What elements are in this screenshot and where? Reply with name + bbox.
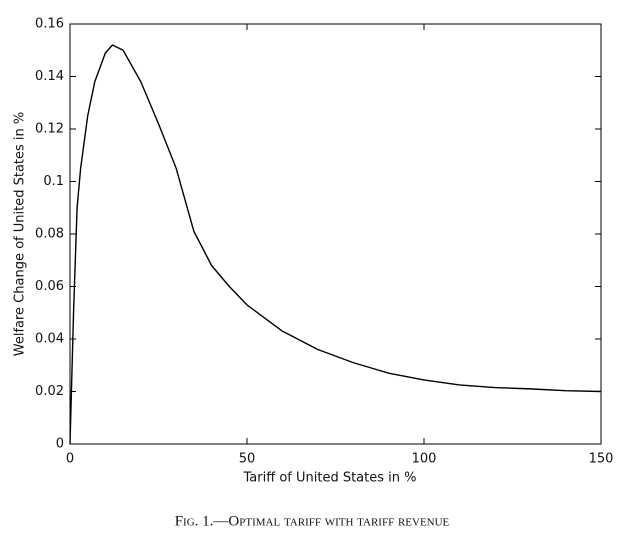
x-tick-label: 100 [412, 452, 437, 467]
line-series [69, 44, 602, 445]
y-tick-label: 0.14 [35, 69, 64, 84]
y-tick-label: 0.04 [35, 332, 64, 347]
plot-frame [69, 23, 602, 445]
y-tick-label: 0.02 [35, 384, 64, 399]
y-tick-label: 0.08 [35, 227, 64, 242]
y-tick-label: 0 [56, 437, 64, 452]
y-tick-label: 0.12 [35, 122, 64, 137]
y-tick-label: 0.16 [35, 17, 64, 32]
x-tick-label: 50 [239, 452, 256, 467]
y-axis-label: Welfare Change of United States in % [13, 112, 28, 357]
x-axis-label: Tariff of United States in % [243, 471, 417, 486]
y-tick-label: 0.06 [35, 279, 64, 294]
x-tick-label: 150 [589, 452, 614, 467]
caption: Fig. 1.—Optimal tariff with tariff reven… [175, 513, 450, 529]
y-tick-label: 0.1 [43, 174, 64, 189]
x-tick-label: 0 [66, 452, 74, 467]
